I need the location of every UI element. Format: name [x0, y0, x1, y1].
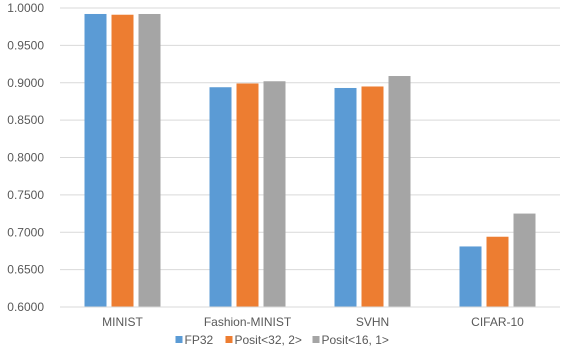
legend-item: Posit<32, 2> — [225, 333, 302, 347]
bar-posit-32-2-cifar-10 — [486, 236, 509, 307]
bar-posit-16-1-svhn — [388, 76, 411, 308]
legend-swatch — [312, 336, 320, 343]
y-tick-label: 0.9000 — [7, 76, 44, 90]
x-tick-label: Fashion-MINIST — [204, 315, 292, 329]
bar-fp32-fashion-minist — [209, 87, 232, 307]
bar-posit-16-1-cifar-10 — [513, 213, 536, 307]
legend: FP32 Posit<32, 2> Posit<16, 1> — [175, 333, 389, 347]
y-tick-label: 0.6000 — [7, 300, 44, 314]
y-tick-label: 0.8000 — [7, 151, 44, 165]
y-tick-label: 0.8500 — [7, 113, 44, 127]
legend-item: FP32 — [175, 333, 214, 347]
legend-label: Posit<16, 1> — [322, 333, 389, 347]
y-tick-label: 0.6500 — [7, 263, 44, 277]
y-axis-tick-labels: 0.6000 0.6500 0.7000 0.7500 0.8000 0.8500 0.90… — [7, 1, 44, 314]
legend-swatch — [175, 336, 183, 343]
legend-swatch — [225, 336, 233, 343]
x-tick-label: MINIST — [102, 315, 143, 329]
bar-posit-32-2-fashion-minist — [236, 83, 259, 307]
legend-label: FP32 — [185, 333, 214, 347]
y-tick-label: 0.9500 — [7, 38, 44, 52]
bar-fp32-cifar-10 — [459, 246, 482, 307]
y-tick-label: 0.7000 — [7, 225, 44, 239]
y-tick-label: 1.0000 — [7, 1, 44, 15]
x-tick-label: SVHN — [356, 315, 389, 329]
bar-posit-16-1-fashion-minist — [263, 81, 286, 307]
bar-posit-32-2-svhn — [361, 86, 384, 307]
gridlines — [60, 7, 560, 271]
bar-fp32-svhn — [334, 87, 357, 307]
x-tick-label: CIFAR-10 — [471, 315, 524, 329]
x-axis-tick-labels: MINIST Fashion-MINIST SVHN CIFAR-10 — [102, 315, 524, 329]
bar-posit-16-1-minist — [138, 13, 161, 307]
bar-fp32-minist — [84, 13, 107, 307]
y-tick-label: 0.7500 — [7, 188, 44, 202]
legend-item: Posit<16, 1> — [312, 333, 389, 347]
bars — [84, 13, 536, 308]
legend-label: Posit<32, 2> — [235, 333, 302, 347]
bar-posit-32-2-minist — [111, 14, 134, 307]
